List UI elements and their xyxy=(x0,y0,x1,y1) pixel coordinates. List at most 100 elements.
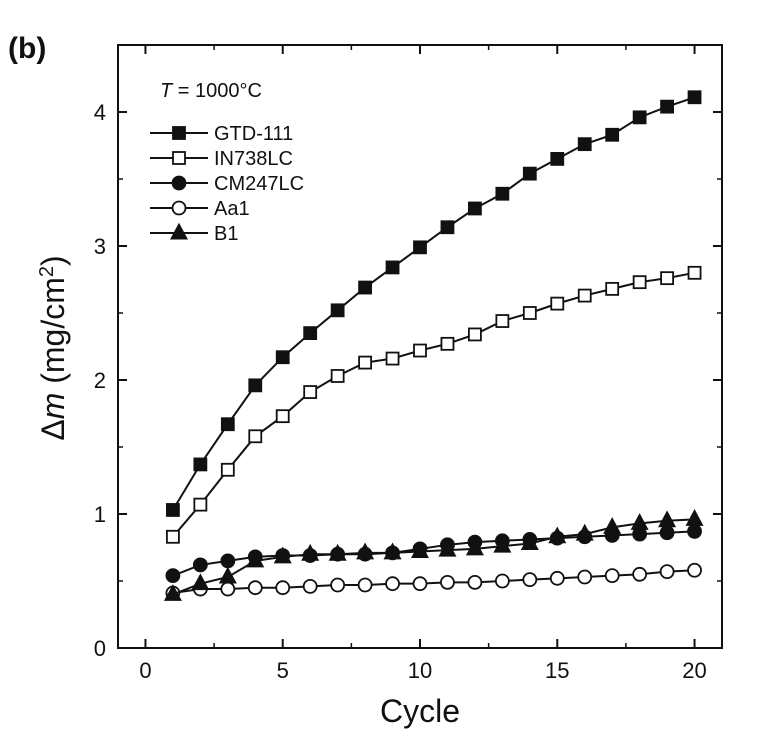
data-point-aa1 xyxy=(687,562,702,578)
data-point-aa1 xyxy=(604,568,620,584)
data-point-aa1 xyxy=(385,576,400,592)
data-point-b1 xyxy=(548,526,567,544)
data-point-gtd-111 xyxy=(275,350,290,365)
data-point-b1 xyxy=(685,509,704,526)
x-tick-label: 5 xyxy=(277,658,289,683)
legend-label-in738lc: IN738LC xyxy=(214,148,293,170)
data-point-b1 xyxy=(328,543,347,561)
data-point-aa1 xyxy=(522,572,538,588)
x-tick-label: 0 xyxy=(139,658,151,683)
data-point-cm247lc xyxy=(659,525,675,541)
data-point-aa1 xyxy=(577,569,593,585)
data-point-gtd-111 xyxy=(330,303,345,318)
legend-item-gtd-111: GTD-111 xyxy=(150,123,293,145)
data-point-gtd-111 xyxy=(248,378,263,393)
data-point-b1 xyxy=(191,573,210,591)
y-tick-label: 2 xyxy=(94,368,106,393)
series-in738lc xyxy=(166,265,702,544)
data-point-gtd-111 xyxy=(495,186,510,201)
x-axis-title: Cycle xyxy=(380,693,460,729)
data-point-in738lc xyxy=(522,306,537,320)
data-point-cm247lc xyxy=(192,557,208,573)
y-axis-title: Δm (mg/cm2) xyxy=(35,255,71,440)
data-point-in738lc xyxy=(632,275,647,290)
panel-label: (b) xyxy=(8,32,46,65)
data-point-aa1 xyxy=(412,576,428,592)
data-point-aa1 xyxy=(330,577,346,593)
data-point-gtd-111 xyxy=(577,137,592,152)
data-point-b1 xyxy=(465,538,484,556)
y-tick-label: 0 xyxy=(94,636,106,661)
data-point-b1 xyxy=(218,566,237,584)
data-point-aa1 xyxy=(302,578,318,594)
legend-marker-in738lc xyxy=(172,151,186,165)
data-point-gtd-111 xyxy=(166,503,180,517)
data-point-in738lc xyxy=(495,314,510,328)
data-point-in738lc xyxy=(303,385,318,399)
data-point-b1 xyxy=(630,513,649,530)
data-point-b1 xyxy=(658,510,677,528)
data-point-in738lc xyxy=(248,429,263,444)
data-point-in738lc xyxy=(605,281,620,296)
series-line-in738lc xyxy=(172,271,695,538)
legend-item-cm247lc: CM247LC xyxy=(150,173,304,195)
series-aa1 xyxy=(165,562,702,601)
data-point-in738lc xyxy=(193,497,208,512)
data-point-aa1 xyxy=(467,574,483,590)
data-point-in738lc xyxy=(358,355,372,370)
data-point-b1 xyxy=(438,539,457,557)
data-point-b1 xyxy=(301,543,320,561)
legend-label-gtd-111: GTD-111 xyxy=(214,123,293,145)
data-point-gtd-111 xyxy=(220,417,235,432)
data-point-b1 xyxy=(356,542,375,560)
data-point-cm247lc xyxy=(687,524,702,539)
series-b1 xyxy=(163,509,704,601)
data-point-in738lc xyxy=(440,336,455,351)
data-point-gtd-111 xyxy=(632,110,647,125)
x-tick-label: 15 xyxy=(545,658,569,683)
data-point-aa1 xyxy=(357,577,373,593)
legend-item-in738lc: IN738LC xyxy=(150,148,293,170)
legend-label-b1: B1 xyxy=(214,223,238,245)
data-point-gtd-111 xyxy=(358,280,372,295)
data-point-in738lc xyxy=(220,462,235,477)
temperature-annotation: T = 1000°C xyxy=(160,80,262,102)
data-point-gtd-111 xyxy=(550,151,565,166)
data-point-aa1 xyxy=(247,580,263,596)
legend-marker-gtd-111 xyxy=(172,126,186,140)
data-point-b1 xyxy=(273,546,292,564)
legend-item-b1: B1 xyxy=(150,222,238,245)
series-gtd-111 xyxy=(166,90,702,517)
data-point-gtd-111 xyxy=(303,326,318,341)
legend-label-cm247lc: CM247LC xyxy=(214,173,304,195)
data-point-b1 xyxy=(575,523,594,541)
data-point-b1 xyxy=(246,550,265,568)
data-point-gtd-111 xyxy=(413,240,427,255)
x-tick-label: 10 xyxy=(408,658,432,683)
data-point-cm247lc xyxy=(220,553,236,569)
legend-marker-cm247lc xyxy=(171,175,187,191)
data-point-aa1 xyxy=(220,581,236,597)
legend-item-aa1: Aa1 xyxy=(150,198,250,220)
legend-marker-aa1 xyxy=(171,200,187,216)
data-point-in738lc xyxy=(468,327,482,342)
y-tick-label: 3 xyxy=(94,234,106,259)
data-point-in738lc xyxy=(166,529,180,544)
data-point-aa1 xyxy=(632,566,648,582)
data-point-aa1 xyxy=(440,574,455,590)
data-point-in738lc xyxy=(550,296,565,311)
data-point-in738lc xyxy=(660,271,674,286)
data-point-aa1 xyxy=(275,580,291,596)
data-point-gtd-111 xyxy=(385,260,400,275)
data-point-b1 xyxy=(603,517,622,534)
y-tick-label: 1 xyxy=(94,502,106,527)
data-point-in738lc xyxy=(413,343,427,358)
data-point-b1 xyxy=(383,542,402,560)
data-point-aa1 xyxy=(549,570,565,586)
data-point-aa1 xyxy=(659,564,675,580)
y-tick-label: 4 xyxy=(94,100,106,125)
legend-label-aa1: Aa1 xyxy=(214,198,250,220)
data-point-b1 xyxy=(163,584,182,601)
data-point-gtd-111 xyxy=(660,99,674,114)
